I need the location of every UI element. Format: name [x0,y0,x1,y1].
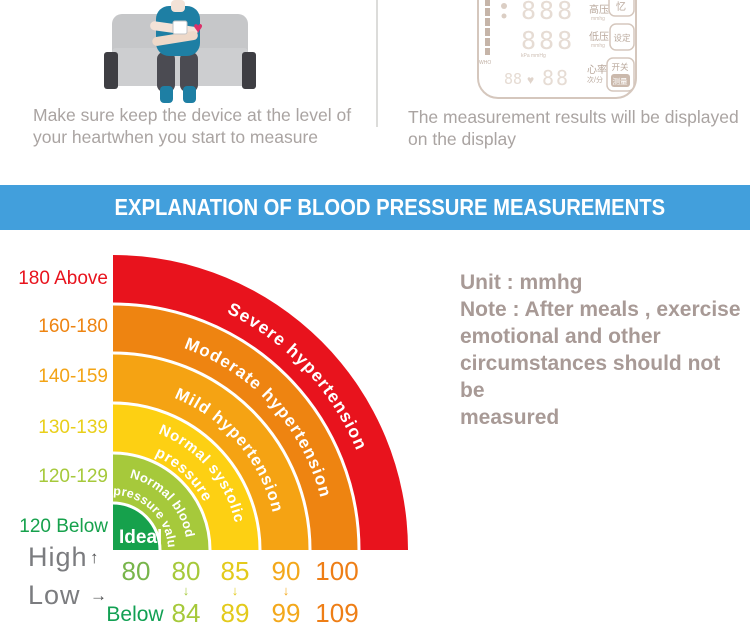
person-leg-right [180,52,198,92]
diastolic-top-mild: 90 [271,556,301,586]
person-arm-lower [152,31,198,46]
diastolic-label: 低压 [589,30,609,43]
bp-cuff-icon [172,20,188,35]
left-caption: Make sure keep the device at the level o… [33,104,351,148]
right-caption-line2: on the display [408,129,516,149]
diastolic-bottom-ideal: Below [106,603,164,626]
lcd-units: kPa mmHg [521,53,546,59]
heart-icon: ♥ [193,20,203,37]
measure-button-label: 测量 [613,77,628,86]
lcd-small-digits: 88 [504,70,522,88]
section-divider [376,0,378,127]
couch-armrest-right [242,52,256,89]
systolic-range-moderate: 160-180 [38,316,108,337]
couch-armrest-left [104,52,118,89]
low-axis-label: Low [28,580,81,610]
diastolic-bottom-normal-systolic: 89 [220,598,250,628]
diastolic-top-normal: 80 [171,556,201,586]
couch-person-illustration: ♥ [104,0,256,103]
systolic-label: 高压 [589,3,609,16]
measure-button-bg [611,74,630,87]
diastolic-bottom-moderate: 109 [315,598,359,628]
band-ideal [113,503,160,550]
note-line: emotional and other [460,325,661,348]
band-label-ideal: Ideal [119,527,162,548]
right-caption-line1: The measurement results will be displaye… [408,107,739,127]
systolic-range-normal-systolic: 130-139 [38,417,108,438]
set-button [609,23,635,51]
pulse-heart-icon: ♥ [527,73,534,87]
banner-title: EXPLANATION OF BLOOD PRESSURE MEASUREMEN… [114,194,666,220]
person-neck [171,0,185,12]
diastolic-bottom-mild: 99 [271,598,301,628]
note-line: measured [460,406,560,429]
note-line: circumstances should not be [460,352,721,402]
device-display-illustration: WHO 888 888 kPa mmHg 88 ♥ 88 高压 mmhg 低压 … [477,0,637,99]
arrow-up-icon: ↑ [90,548,99,567]
systolic-range-normal-bp: 120-129 [38,466,108,487]
section-banner: EXPLANATION OF BLOOD PRESSURE MEASUREMEN… [0,185,750,230]
systolic-unit: mmhg [591,16,605,22]
memory-button [608,0,635,17]
arrow-down-icon: ↓ [282,583,290,598]
who-scale-bar [485,0,490,55]
diastolic-top-normal-systolic: 85 [220,556,250,586]
arrow-down-icon: ↓ [231,583,239,598]
diastolic-top-moderate: 100 [315,556,359,586]
power-button-label: 开关 [611,62,629,72]
measurement-note: Unit : mmhg Note : After meals , exercis… [460,269,748,431]
set-button-label: 设定 [613,33,631,43]
lcd-systolic-digits: 888 [521,0,575,25]
high-axis-label: High [28,542,88,572]
device-body [477,0,637,99]
diastolic-bottom-normal: 84 [171,598,201,628]
memory-button-label: 忆 [616,0,626,13]
person-shin-left [160,86,173,103]
band-separators [112,302,361,551]
droplet-icon-small [501,13,507,19]
pulse-unit: 次/分 [587,75,603,84]
who-label: WHO [479,60,491,66]
left-caption-line1: Make sure keep the device at the level o… [33,105,352,125]
person-shin-right [183,86,196,103]
note-line: Note : After meals , exercise [460,298,741,321]
lcd-pulse-digits: 88 [542,66,570,90]
pulse-label: 心率 [587,63,607,76]
arrow-down-icon: ↓ [182,583,190,598]
left-caption-line2: your heartwhen you start to measure [33,127,319,147]
arrow-right-icon: → [90,586,107,605]
note-unit-line: Unit : mmhg [460,271,583,294]
bp-classification-fan-chart: Severe hypertension Moderate hypertensio… [0,240,408,551]
diastolic-top-ideal: 80 [121,556,151,586]
person-leg-left [157,52,175,92]
right-caption: The measurement results will be displaye… [408,106,739,150]
systolic-range-mild: 140-159 [38,366,108,387]
systolic-range-ideal: 120 Below [19,516,108,537]
systolic-range-severe: 180 Above [18,268,108,289]
lcd-diastolic-digits: 888 [521,26,575,55]
diastolic-unit: mmhg [591,43,605,49]
droplet-icon [501,3,507,9]
